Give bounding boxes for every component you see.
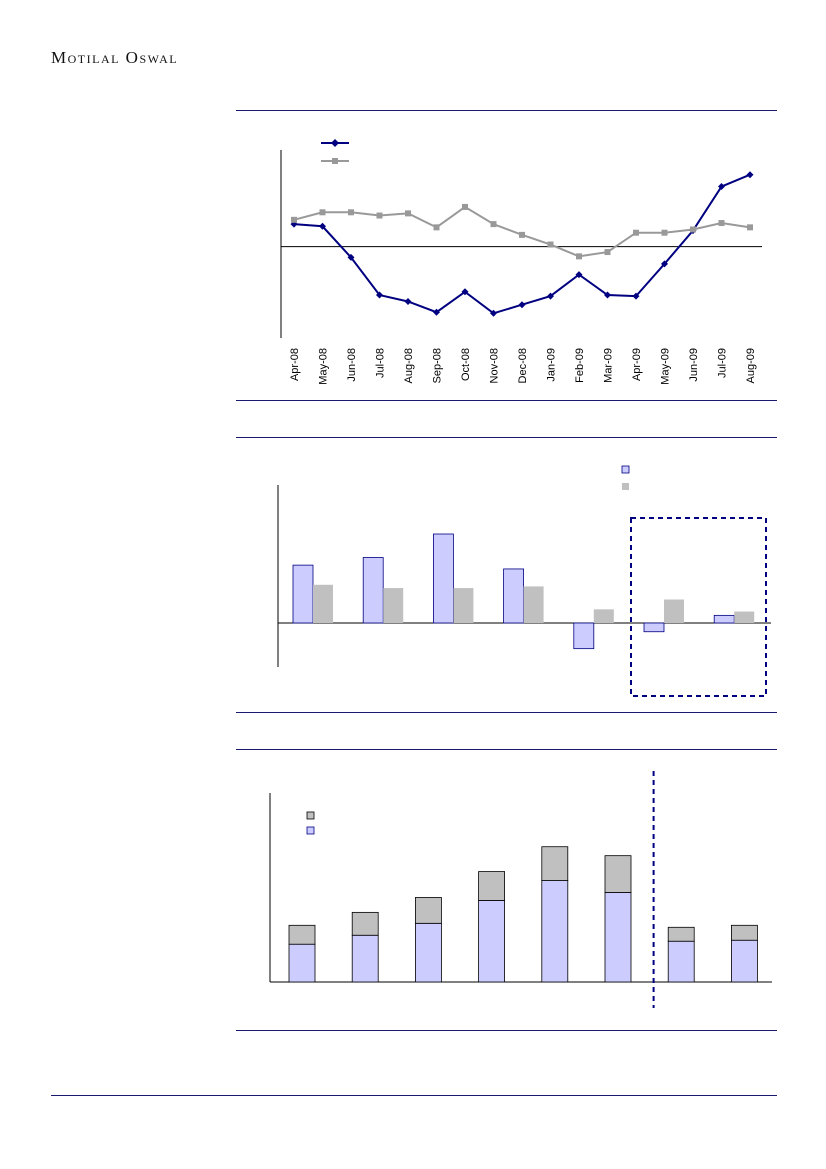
chart2-top-rule: [236, 437, 777, 438]
chart1-top-rule: [236, 110, 777, 111]
x-tick-label: Oct-08: [460, 348, 472, 381]
series-2-point: [405, 210, 411, 217]
series-1-point: [632, 292, 640, 300]
legend-marker-1: [331, 139, 339, 147]
series-1-point: [376, 291, 383, 299]
series-1-point: [718, 183, 725, 191]
x-tick-label: Jan-09: [546, 348, 558, 382]
series-1-point: [604, 291, 611, 299]
series-2-point: [718, 220, 725, 227]
series-2-point: [462, 203, 468, 210]
series-2-point: [747, 224, 753, 231]
series-2-point: [547, 241, 554, 248]
series-2-point: [576, 253, 582, 260]
series-2-point: [661, 229, 668, 236]
chart3-bottom-rule: [236, 1030, 777, 1031]
series-2-point: [376, 212, 383, 219]
x-tick-label: Jun-08: [346, 348, 358, 382]
series-2-point: [490, 221, 497, 228]
series-1-point: [661, 260, 668, 268]
x-tick-label: Mar-09: [603, 348, 615, 383]
series-1-point: [547, 292, 554, 300]
x-tick-label: Jun-09: [688, 348, 700, 382]
legend-marker-2: [332, 158, 338, 164]
series-1-point: [319, 222, 326, 230]
series-1-point: [575, 271, 583, 279]
x-tick-label: Feb-09: [574, 348, 586, 383]
series-1-point: [518, 301, 526, 309]
series-1-line: [293, 173, 751, 315]
x-tick-label: May-08: [318, 348, 330, 385]
series-2-point: [519, 231, 525, 238]
x-tick-label: Apr-08: [289, 348, 301, 381]
chart1-bottom-rule: [236, 400, 777, 401]
series-1-point: [746, 171, 754, 179]
series-2-line: [293, 205, 751, 258]
x-tick-label: Apr-09: [631, 348, 643, 381]
series-2-point: [604, 249, 611, 256]
x-tick-label: May-09: [660, 348, 672, 385]
series-2-point: [690, 226, 696, 233]
chart3-top-rule: [236, 749, 777, 750]
series-2-point: [348, 209, 354, 216]
series-1-point: [461, 288, 469, 296]
series-1-point: [490, 309, 497, 317]
series-2-point: [319, 209, 326, 216]
x-tick-label: Jul-09: [717, 348, 729, 378]
x-tick-label: Aug-08: [403, 348, 415, 383]
brand-logo: Motilal Oswal: [51, 48, 179, 67]
chart2-bottom-rule: [236, 712, 777, 713]
x-tick-label: Jul-08: [375, 348, 387, 378]
series-2-point: [633, 229, 639, 236]
x-tick-label: Sep-08: [432, 348, 444, 383]
series-1-point: [404, 297, 412, 305]
x-tick-label: Aug-09: [745, 348, 757, 383]
series-2-point: [433, 224, 440, 231]
series-1-point: [347, 253, 355, 261]
series-1-point: [433, 308, 440, 316]
x-tick-label: Dec-08: [517, 348, 529, 383]
series-2-point: [291, 216, 297, 223]
x-tick-label: Nov-08: [489, 348, 501, 383]
footer-rule: [51, 1095, 777, 1096]
